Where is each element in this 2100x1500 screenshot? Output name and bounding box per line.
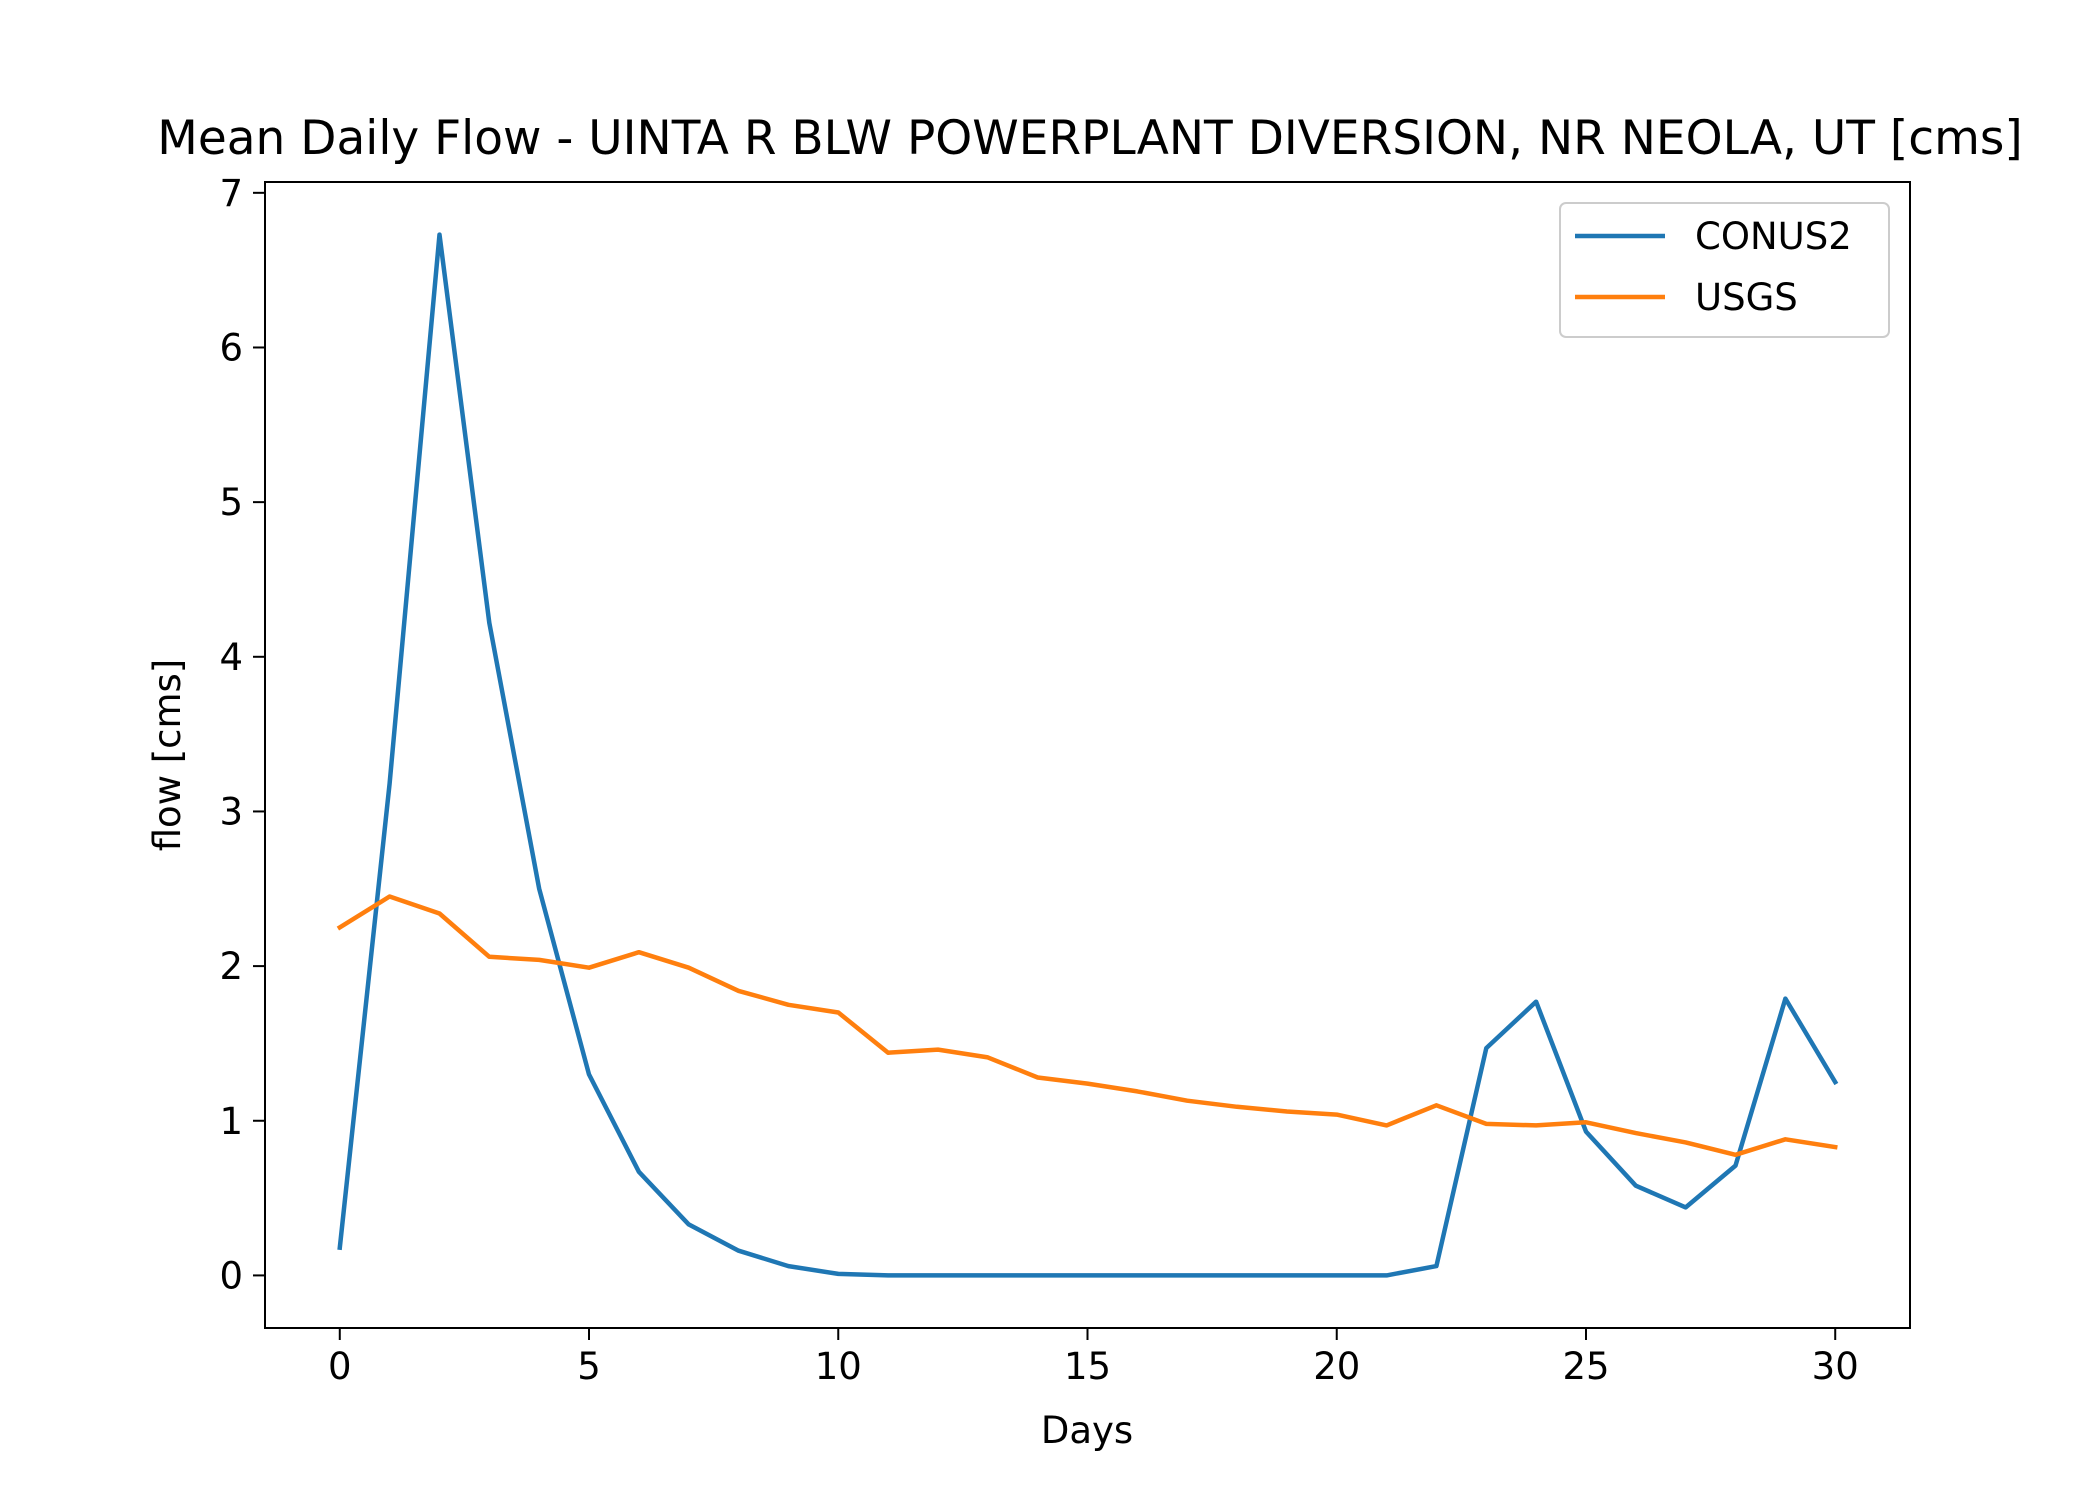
- plot-frame: [264, 181, 1911, 1329]
- series-line-usgs: [336, 894, 1838, 1158]
- y-tick-label: 4: [219, 636, 243, 679]
- y-axis: 0 1 2 3 4 5 6 7: [219, 172, 265, 1297]
- x-tick-label: 5: [577, 1345, 601, 1388]
- x-tick-label: 20: [1313, 1345, 1360, 1388]
- y-tick-label: 5: [219, 481, 243, 524]
- series-line-conus2: [337, 232, 1839, 1278]
- x-axis: 0 5 10 15 20 25 30: [328, 1328, 1859, 1388]
- x-tick-label: 30: [1812, 1345, 1859, 1388]
- y-tick-label: 0: [219, 1254, 243, 1297]
- x-axis-label: Days: [1041, 1409, 1133, 1452]
- x-tick-label: 15: [1064, 1345, 1111, 1388]
- y-tick-label: 1: [219, 1100, 243, 1143]
- legend-label-usgs: USGS: [1695, 276, 1798, 319]
- x-tick-label: 10: [815, 1345, 862, 1388]
- y-tick-label: 2: [219, 945, 243, 988]
- chart-title: Mean Daily Flow - UINTA R BLW POWERPLANT…: [157, 111, 2022, 166]
- legend: CONUS2 USGS: [1559, 202, 1890, 338]
- x-tick-label: 25: [1562, 1345, 1609, 1388]
- x-tick-label: 0: [328, 1345, 352, 1388]
- y-tick-label: 3: [219, 790, 243, 833]
- y-tick-label: 7: [219, 172, 243, 215]
- legend-label-conus2: CONUS2: [1695, 215, 1852, 258]
- y-tick-label: 6: [219, 326, 243, 369]
- plot-lines: [336, 232, 1839, 1278]
- y-axis-label: flow [cms]: [146, 659, 189, 852]
